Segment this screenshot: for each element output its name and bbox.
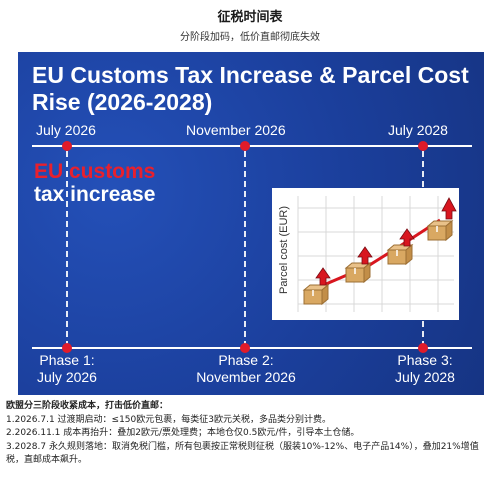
trend-line bbox=[311, 218, 441, 292]
headline-white: tax increase bbox=[34, 183, 156, 206]
phase-3-name: Phase 3: bbox=[397, 352, 453, 368]
phase-3-date: July 2028 bbox=[395, 369, 455, 385]
phase-1-label: Phase 1: July 2026 bbox=[22, 352, 112, 386]
headline-red: EU customs bbox=[34, 160, 156, 183]
timeline-dot bbox=[62, 141, 72, 151]
phase-2-name: Phase 2: bbox=[218, 352, 274, 368]
timeline-label-july-2028: July 2028 bbox=[388, 122, 448, 138]
timeline-dashed-line bbox=[244, 151, 246, 347]
timeline-dot bbox=[418, 141, 428, 151]
poster-title: EU Customs Tax Increase & Parcel Cost Ri… bbox=[32, 62, 469, 115]
up-arrow-icon bbox=[357, 246, 373, 265]
phase-1-name: Phase 1: bbox=[39, 352, 95, 368]
timeline-label-july-2026: July 2026 bbox=[36, 122, 96, 138]
notes-intro: 欧盟分三阶段收紧成本，打击低价直邮： bbox=[6, 401, 169, 411]
page-subtitle: 分阶段加码，低价直邮彻底失效 bbox=[180, 32, 320, 43]
parcel-box-icon bbox=[386, 243, 414, 266]
up-arrow-icon bbox=[399, 228, 415, 247]
up-arrow-icon bbox=[315, 267, 331, 286]
tax-timeline-poster: EU Customs Tax Increase & Parcel Cost Ri… bbox=[18, 52, 484, 395]
phase-2-date: November 2026 bbox=[196, 369, 296, 385]
phase-2-label: Phase 2: November 2026 bbox=[184, 352, 308, 386]
notes-section: 欧盟分三阶段收紧成本，打击低价直邮： 1.2026.7.1 过渡期启动：≤150… bbox=[6, 400, 496, 468]
notes-item-2: 2.2026.11.1 成本再抬升：叠加2欧元/票处理费；本地仓仅0.5欧元/件… bbox=[6, 428, 360, 438]
parcel-box-icon bbox=[302, 283, 330, 306]
timeline-dot bbox=[240, 343, 250, 353]
parcel-box-icon bbox=[344, 261, 372, 284]
timeline-dot bbox=[240, 141, 250, 151]
chart-graphic bbox=[297, 196, 457, 312]
up-arrow-icon bbox=[441, 197, 457, 220]
notes-item-3: 3.2028.7 永久规则落地：取消免税门槛，所有包裹按正常税则征税（服装10%… bbox=[6, 441, 479, 466]
phase-1-date: July 2026 bbox=[37, 369, 97, 385]
parcel-cost-chart: Parcel cost (EUR) bbox=[272, 188, 459, 320]
timeline-dot bbox=[418, 343, 428, 353]
phase-3-label: Phase 3: July 2028 bbox=[380, 352, 470, 386]
parcel-box-icon bbox=[426, 219, 454, 242]
notes-item-1: 1.2026.7.1 过渡期启动：≤150欧元包裹，每类征3欧元关税，多品类分别… bbox=[6, 414, 331, 425]
timeline-dashed-line bbox=[66, 151, 68, 347]
top-timeline-line bbox=[32, 145, 472, 147]
bottom-timeline-line bbox=[32, 347, 472, 349]
timeline-label-november-2026: November 2026 bbox=[186, 122, 286, 138]
timeline-dot bbox=[62, 343, 72, 353]
page-title: 征税时间表 bbox=[217, 10, 283, 25]
